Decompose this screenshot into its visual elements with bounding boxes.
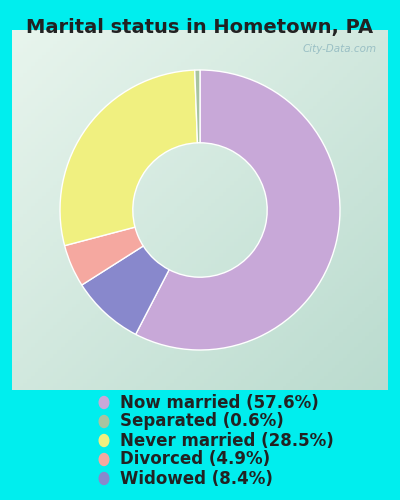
Wedge shape [60, 70, 198, 246]
Wedge shape [65, 227, 143, 285]
Wedge shape [82, 246, 169, 334]
Text: City-Data.com: City-Data.com [302, 44, 377, 54]
Text: Never married (28.5%): Never married (28.5%) [120, 432, 334, 450]
Text: Marital status in Hometown, PA: Marital status in Hometown, PA [26, 18, 374, 36]
Wedge shape [195, 70, 200, 143]
Text: Widowed (8.4%): Widowed (8.4%) [120, 470, 273, 488]
Text: Now married (57.6%): Now married (57.6%) [120, 394, 319, 411]
Text: Separated (0.6%): Separated (0.6%) [120, 412, 284, 430]
Text: Divorced (4.9%): Divorced (4.9%) [120, 450, 270, 468]
Wedge shape [136, 70, 340, 350]
